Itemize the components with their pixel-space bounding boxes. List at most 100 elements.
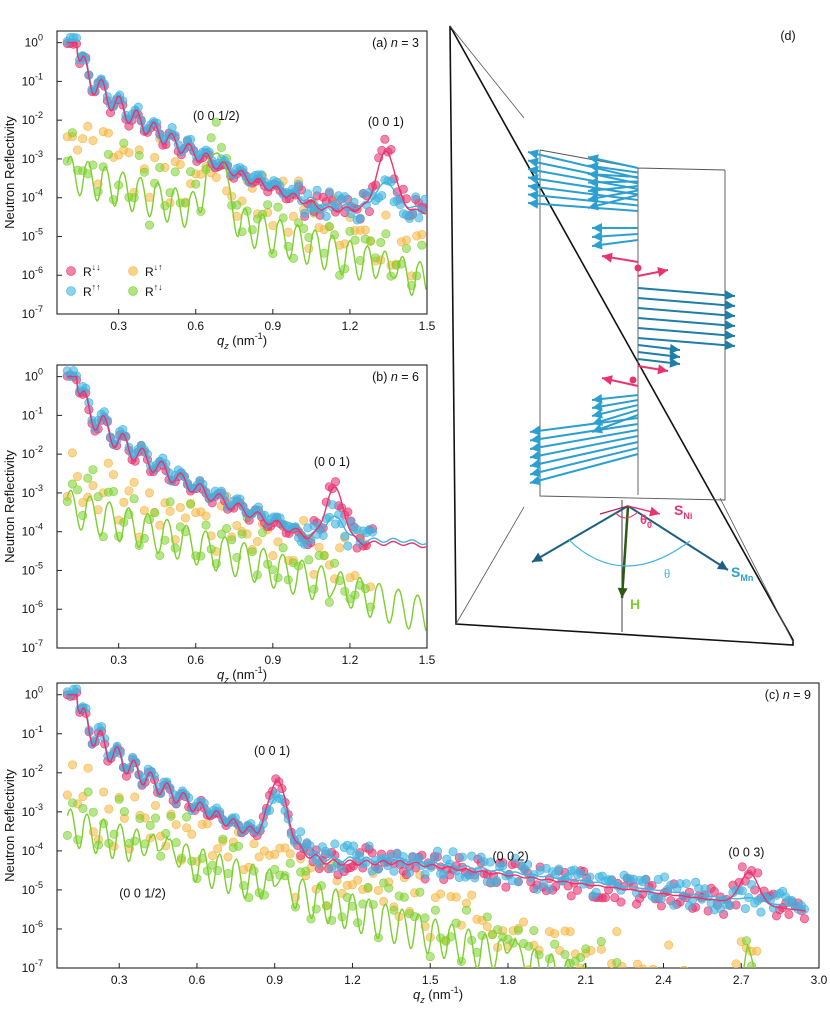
mn-spin-arrow-head xyxy=(724,290,735,301)
y-tick-exponent: -1 xyxy=(35,724,43,734)
data-point-ud xyxy=(639,1018,647,1023)
data-point-uu xyxy=(554,864,564,874)
frame-edge xyxy=(455,506,525,625)
legend-sup: ↓↑ xyxy=(154,262,163,272)
data-point-uu xyxy=(324,187,334,197)
x-tick-label: 0.9 xyxy=(264,319,281,333)
data-point-uu xyxy=(510,853,520,863)
x-axis-unit-close: ) xyxy=(263,667,267,682)
legend-label-uu: R↑↑ xyxy=(83,282,101,299)
data-point-uu xyxy=(312,185,322,195)
mn-spin-arrow-head xyxy=(588,200,599,211)
y-tick-label: 100 xyxy=(25,685,43,702)
data-point-dd xyxy=(386,145,396,155)
data-point-du xyxy=(612,927,622,937)
y-tick-label: 10-5 xyxy=(22,880,43,897)
data-point-dd xyxy=(784,909,794,919)
data-point-ud xyxy=(612,958,622,968)
data-point-du xyxy=(711,1000,719,1008)
y-tick-label: 10-6 xyxy=(22,919,43,936)
x-axis-unit-exp: -1 xyxy=(255,665,263,675)
theta-arc xyxy=(567,538,691,567)
data-point-du xyxy=(706,1005,714,1013)
data-point-du xyxy=(109,470,119,480)
peak-annotation: (0 0 2) xyxy=(493,850,529,864)
data-point-ud xyxy=(73,485,83,495)
plot-area xyxy=(62,366,427,632)
data-point-ud xyxy=(365,236,375,246)
mn-spin-arrow-head xyxy=(588,185,599,195)
x-axis-sub: z xyxy=(419,995,425,1005)
mn-spin-arrow xyxy=(637,317,736,327)
data-point-du xyxy=(768,1007,776,1015)
mn-spin-arrow-head xyxy=(588,154,599,165)
data-point-du xyxy=(664,940,674,950)
frame-edge xyxy=(719,497,794,643)
data-point-ud xyxy=(779,1010,787,1018)
data-point-ud xyxy=(670,1000,678,1008)
data-point-du xyxy=(254,852,264,862)
ni-spin-arrow-head xyxy=(602,375,613,386)
data-point-ud xyxy=(711,992,719,1000)
x-tick-label: 1.8 xyxy=(500,973,517,987)
data-point-uu xyxy=(641,874,651,884)
panel-label-prefix: (b) xyxy=(372,370,391,384)
panel-label-prefix: (a) xyxy=(372,36,391,50)
data-point-ud xyxy=(237,529,247,539)
data-point-ud xyxy=(596,937,606,947)
data-point-dd xyxy=(501,882,511,892)
data-point-du xyxy=(223,852,233,862)
peak-annotation: (0 0 1) xyxy=(254,744,290,758)
data-point-du xyxy=(696,985,704,993)
data-point-ud xyxy=(399,892,409,902)
data-point-dd xyxy=(799,914,809,924)
data-point-ud xyxy=(218,834,228,844)
fit-line-uu xyxy=(67,372,427,546)
y-tick-label: 10-3 xyxy=(22,149,43,166)
legend-label-ud: R↑↓ xyxy=(145,282,163,299)
field-vector xyxy=(620,505,630,599)
plot-frame xyxy=(56,682,820,969)
x-axis-label: qz (nm-1) xyxy=(413,985,463,1005)
data-point-du xyxy=(596,944,606,954)
panel-label-var: n xyxy=(391,370,398,384)
data-point-uu xyxy=(294,180,304,190)
data-point-du xyxy=(268,551,278,561)
ni-spin-arrow-head xyxy=(657,364,668,375)
x-axis-unit: (nm xyxy=(425,987,451,1002)
data-point-du xyxy=(436,889,446,899)
x-tick-label: 0.6 xyxy=(189,973,206,987)
data-point-du xyxy=(350,570,360,580)
x-axis-label: qz (nm-1) xyxy=(217,331,267,351)
mn-spin-arrow xyxy=(527,202,639,212)
data-point-du xyxy=(208,851,218,861)
data-point-dd xyxy=(616,897,626,907)
plot-frame xyxy=(56,30,428,315)
data-point-uu xyxy=(324,512,334,522)
mn-spin-arrow xyxy=(527,159,639,185)
data-point-uu xyxy=(389,866,399,876)
mn-spin-arrow-head xyxy=(588,161,599,172)
x-tick-label: 2.4 xyxy=(655,973,672,987)
data-point-ud xyxy=(560,949,570,959)
data-point-du xyxy=(628,976,636,984)
data-point-dd xyxy=(380,134,390,144)
field-label-base: H xyxy=(630,596,640,612)
data-point-ud xyxy=(355,255,365,265)
mn-spin-arrow-head xyxy=(530,467,541,477)
mn-spin-arrow xyxy=(527,151,639,179)
data-point-ud xyxy=(150,813,160,823)
y-tick-exponent: -3 xyxy=(35,149,43,159)
y-tick-exponent: -4 xyxy=(35,841,43,851)
data-point-du xyxy=(467,890,477,900)
data-point-ud xyxy=(222,524,232,534)
data-point-du xyxy=(417,230,427,240)
data-point-uu xyxy=(355,851,365,861)
ni-spin-arrow-head xyxy=(657,267,668,277)
data-point-ud xyxy=(581,944,591,954)
mn-spin-arrow-head xyxy=(588,177,599,188)
mn-spin-arrow-head xyxy=(724,340,735,351)
data-point-du xyxy=(78,134,88,144)
y-tick-exponent: -2 xyxy=(35,763,43,773)
y-tick-label: 10-1 xyxy=(22,405,43,422)
